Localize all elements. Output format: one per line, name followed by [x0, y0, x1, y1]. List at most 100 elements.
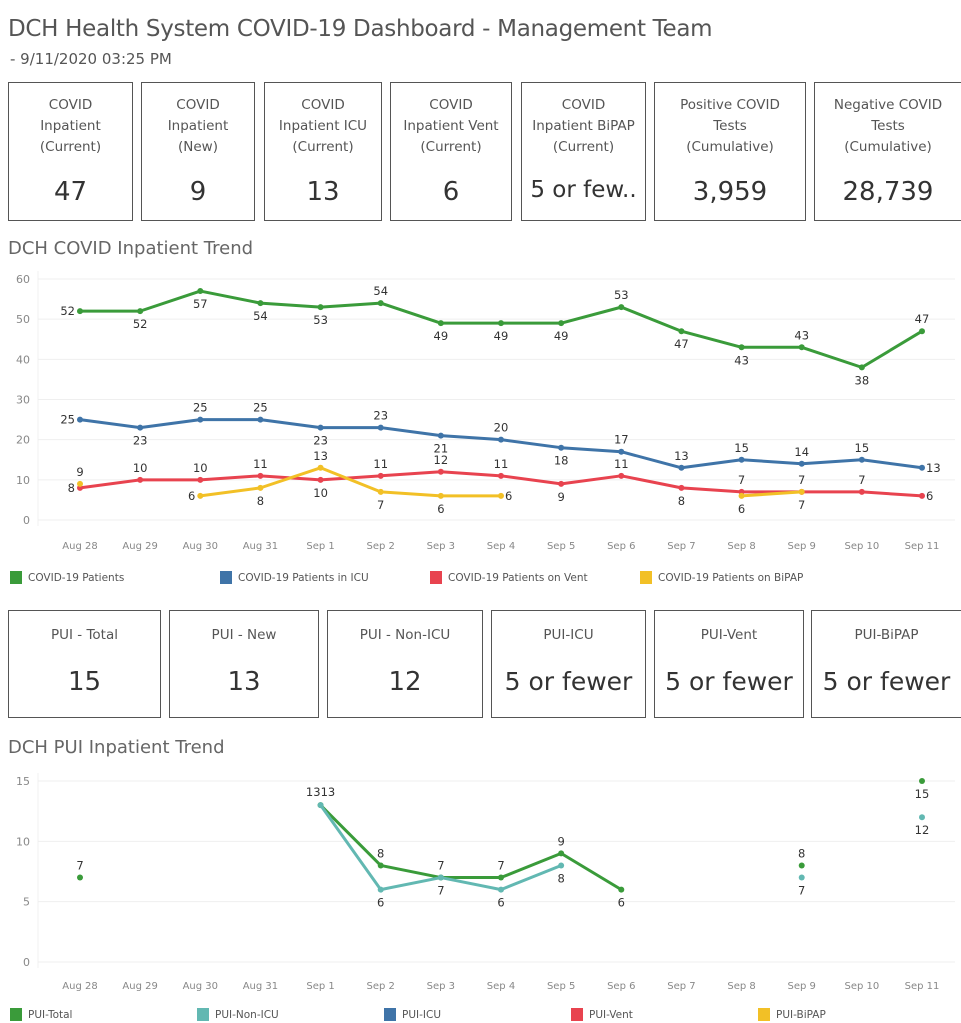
x-tick-label: Sep 5	[547, 981, 575, 992]
data-point	[798, 862, 805, 869]
x-tick-label: Sep 1	[306, 541, 334, 552]
kpi-label: PUI-Vent	[700, 627, 758, 643]
x-tick-label: Sep 11	[905, 981, 940, 992]
x-tick-label: Sep 9	[788, 541, 816, 552]
data-label: 25	[193, 401, 208, 415]
pui-inpatient-trend-chart: 0 5 10 15 Aug 28 Aug 29 Aug 30 Aug 31 Sep 1 Sep 2…	[16, 773, 955, 992]
data-label: 53	[313, 313, 328, 327]
kpi-label: Positive COVID Tests (Cumulative)	[680, 97, 780, 155]
kpi-value: 3,959	[692, 177, 768, 207]
x-tick-label: Sep 8	[727, 541, 755, 552]
data-point	[678, 464, 685, 471]
data-label: 6	[505, 489, 512, 503]
data-label: 7	[497, 859, 504, 873]
legend-item-pui-vent[interactable]: PUI-Vent	[571, 1008, 633, 1021]
legend-swatch	[10, 571, 22, 584]
data-point	[919, 464, 925, 471]
data-label: 15	[734, 441, 749, 455]
x-tick-label: Sep 2	[367, 981, 395, 992]
data-label: 54	[253, 309, 268, 323]
data-point	[738, 456, 745, 463]
y-tick-label: 30	[16, 394, 30, 407]
legend-item-covid-bipap[interactable]: COVID-19 Patients on BiPAP	[640, 571, 803, 584]
kpi-pui-vent: PUI-Vent 5 or fewer	[654, 610, 804, 718]
legend-label: COVID-19 Patients	[28, 571, 125, 584]
data-point	[558, 850, 565, 857]
data-point	[858, 488, 865, 495]
data-point	[197, 416, 204, 423]
y-tick-label: 10	[16, 835, 30, 848]
legend-item-pui-total[interactable]: PUI-Total	[10, 1008, 72, 1021]
kpi-value: 13	[227, 667, 261, 697]
x-tick-label: Sep 9	[788, 981, 816, 992]
data-point	[377, 886, 384, 893]
data-point	[798, 874, 805, 881]
data-point	[317, 424, 324, 431]
data-label: 43	[734, 353, 749, 367]
legend-swatch	[430, 571, 442, 584]
kpi-pui-new: PUI - New 13	[169, 610, 319, 718]
legend-item-pui-bipap[interactable]: PUI-BiPAP	[758, 1008, 826, 1021]
data-point	[437, 432, 444, 439]
legend-label: PUI-ICU	[402, 1008, 442, 1021]
data-label: 14	[794, 445, 809, 459]
data-point	[498, 320, 504, 327]
y-tick-label: 10	[16, 474, 30, 487]
data-label: 11	[614, 457, 629, 471]
data-label: 7	[858, 473, 865, 487]
data-point	[437, 874, 444, 881]
legend-item-covid-patients[interactable]: COVID-19 Patients	[10, 571, 124, 584]
x-tick-label: Aug 31	[243, 981, 278, 992]
data-label: 7	[377, 498, 384, 512]
x-tick-label: Aug 28	[62, 541, 97, 552]
data-label: 8	[678, 494, 685, 508]
kpi-pui-total: PUI - Total 15	[8, 610, 161, 718]
data-label: 6	[618, 896, 625, 910]
legend-label: COVID-19 Patients on Vent	[448, 571, 588, 584]
data-point	[317, 304, 324, 311]
legend-label: COVID-19 Patients in ICU	[238, 571, 369, 584]
data-point	[558, 480, 565, 487]
data-label: 17	[614, 433, 629, 447]
x-tick-label: Sep 7	[667, 541, 695, 552]
data-label: 49	[494, 329, 509, 343]
data-label: 47	[915, 312, 930, 326]
legend-swatch	[10, 1008, 22, 1021]
x-tick-label: Sep 7	[667, 981, 695, 992]
legend-item-pui-non-icu[interactable]: PUI-Non-ICU	[197, 1008, 279, 1021]
x-tick-label: Sep 4	[487, 541, 515, 552]
kpi-value: 15	[67, 667, 102, 697]
data-point	[618, 472, 625, 479]
data-point	[377, 424, 384, 431]
data-point	[377, 472, 384, 479]
data-point	[137, 476, 144, 483]
legend-item-pui-icu[interactable]: PUI-ICU	[384, 1008, 441, 1021]
data-point	[317, 464, 324, 471]
kpi-covid-inpatient-icu: COVID Inpatient ICU (Current) 13	[264, 82, 382, 221]
x-tick-label: Sep 1	[306, 981, 334, 992]
data-label: 8	[798, 846, 805, 860]
data-point	[919, 778, 925, 784]
data-label: 20	[494, 421, 509, 435]
data-point	[558, 862, 565, 869]
data-label: 23	[313, 434, 328, 448]
data-point	[798, 488, 805, 495]
data-point	[678, 484, 685, 491]
data-point	[257, 472, 264, 479]
y-tick-label: 60	[16, 273, 30, 286]
data-label: 57	[193, 297, 208, 311]
data-point	[77, 308, 83, 315]
kpi-label: Negative COVID Tests (Cumulative)	[833, 97, 943, 155]
data-label: 47	[674, 337, 689, 351]
x-tick-label: Aug 30	[183, 981, 218, 992]
data-point	[618, 304, 625, 311]
y-tick-label: 0	[23, 514, 30, 527]
legend-item-covid-vent[interactable]: COVID-19 Patients on Vent	[430, 571, 588, 584]
kpi-label: PUI - Total	[51, 627, 118, 643]
data-point	[257, 300, 264, 307]
x-tick-label: Sep 3	[427, 541, 455, 552]
data-point	[77, 416, 83, 423]
data-label: 9	[557, 490, 564, 504]
data-label: 11	[494, 457, 509, 471]
legend-item-covid-icu[interactable]: COVID-19 Patients in ICU	[220, 571, 369, 584]
